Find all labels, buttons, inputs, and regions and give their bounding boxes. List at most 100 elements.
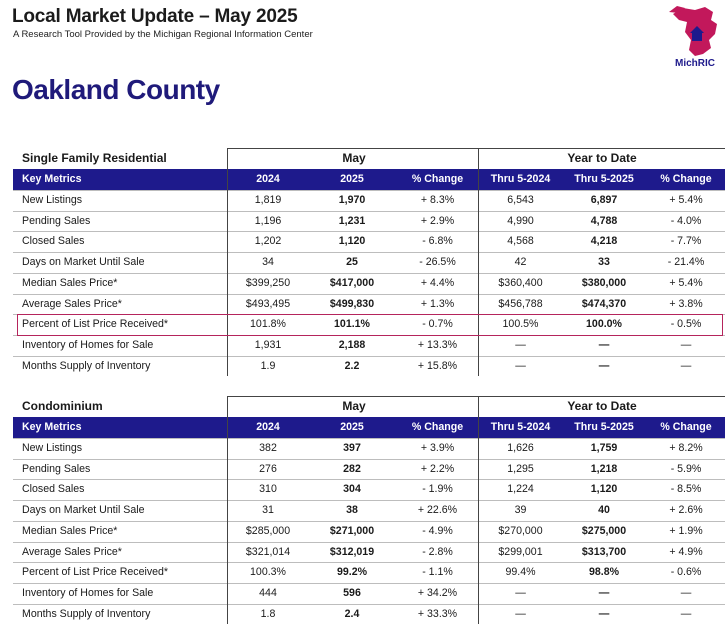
table-cell: $271,000	[329, 524, 375, 537]
table-cell: - 1.1%	[422, 566, 453, 579]
table-cell: Percent of List Price Received*	[22, 566, 169, 579]
column-header-row: Key Metrics 2024 2025 % Change Thru 5-2024 Th…	[13, 417, 725, 438]
header-divider	[228, 148, 725, 149]
row-divider	[13, 603, 725, 605]
table-cell: $380,000	[581, 276, 627, 289]
table-cell: - 8.5%	[670, 483, 702, 496]
table-cell: —	[515, 586, 526, 599]
table-cell: $399,250	[245, 276, 291, 289]
table-cell: + 2.2%	[420, 462, 455, 475]
table-cell: $417,000	[329, 276, 375, 289]
table-cell: $474,370	[581, 297, 627, 310]
table-row: Average Sales Price* $321,014 $312,019 - 2.…	[13, 542, 725, 563]
table-cell: Average Sales Price*	[22, 297, 122, 310]
table-cell: Closed Sales	[22, 235, 85, 248]
table-cell: 1,231	[338, 214, 366, 227]
table-cell: - 4.9%	[422, 524, 453, 537]
table-cell: —	[598, 359, 610, 372]
table-cell: 1,196	[254, 214, 282, 227]
row-divider	[13, 438, 725, 439]
table-cell: 4,218	[590, 235, 618, 248]
table-row: Closed Sales 310 304 - 1.9% 1,224 1,120 - 8.5%	[13, 479, 725, 500]
table-cell: 39	[514, 504, 527, 517]
table-cell: 1,218	[590, 462, 618, 475]
highlight-box	[17, 314, 723, 336]
table-row: Closed Sales 1,202 1,120 - 6.8% 4,568 4,218 - …	[13, 231, 725, 252]
table-cell: $456,788	[498, 297, 543, 310]
table-cell: 101.8%	[250, 318, 286, 331]
table-cell: + 3.9%	[420, 442, 455, 454]
table-cell: + 5.4%	[669, 276, 703, 289]
table-cell: $321,014	[245, 545, 291, 558]
table-row: Inventory of Homes for Sale 444 596 + 34.2%…	[13, 583, 725, 604]
table-cell: 2.2	[344, 359, 360, 372]
table-row: New Listings 1,819 1,970 + 8.3% 6,543 6,897 + …	[13, 190, 725, 211]
column-header: Key Metrics	[22, 421, 82, 433]
table-cell: + 1.9%	[669, 524, 703, 537]
table-cell: 1.8	[260, 607, 276, 620]
table-cell: 4,788	[590, 214, 618, 227]
column-header: 2025	[340, 173, 364, 185]
table-cell: 2,188	[338, 338, 366, 351]
table-cell: —	[598, 607, 610, 620]
table-cell: $299,001	[498, 545, 543, 558]
table-cell: 101.1%	[334, 318, 370, 331]
table-row: Average Sales Price* $493,495 $499,830 + 1.…	[13, 294, 725, 315]
table-cell: - 0.7%	[422, 318, 453, 331]
table-cell: 1,626	[507, 442, 534, 454]
table-cell: - 6.8%	[422, 235, 453, 248]
table-row: Pending Sales 1,196 1,231 + 2.9% 4,990 4,788 -…	[13, 211, 725, 232]
table-cell: 397	[343, 442, 361, 454]
table-cell: 304	[343, 483, 361, 496]
table-cell: —	[515, 607, 526, 620]
table-cell: 99.4%	[505, 566, 536, 579]
table-cell: 282	[343, 462, 361, 475]
table-cell: Pending Sales	[22, 462, 91, 475]
column-header: Thru 5-2024	[490, 173, 551, 185]
table-cell: Percent of List Price Received*	[22, 318, 169, 331]
table-cell: 2.4	[344, 607, 360, 620]
table-row: Percent of List Price Received* 101.8% 101…	[13, 314, 725, 335]
table-cell: - 26.5%	[419, 256, 456, 269]
column-header: 2024	[256, 173, 280, 185]
row-divider	[13, 210, 725, 212]
table-cell: 42	[514, 256, 527, 269]
row-divider	[13, 252, 725, 254]
table-cell: —	[515, 359, 526, 372]
table-cell: $493,495	[245, 297, 291, 310]
table-cell: Median Sales Price*	[22, 524, 118, 537]
table-cell: $275,000	[581, 524, 627, 537]
table-cell: Days on Market Until Sale	[22, 504, 145, 517]
table-cell: 1,819	[254, 194, 282, 206]
report-subtitle: A Research Tool Provided by the Michigan…	[13, 29, 313, 40]
row-divider	[13, 190, 725, 191]
table-cell: + 8.3%	[420, 194, 455, 206]
county-title: Oakland County	[12, 74, 220, 105]
table-cell: + 33.3%	[417, 607, 458, 620]
table-cell: 1,224	[507, 483, 534, 496]
table-row: Percent of List Price Received* 100.3% 99.…	[13, 562, 725, 583]
michric-logo: MichRIC	[669, 6, 717, 68]
table-row: Days on Market Until Sale 31 38 + 22.6% 39 40…	[13, 500, 725, 521]
column-divider	[227, 396, 228, 625]
table-cell: - 0.5%	[670, 318, 702, 331]
table-cell: $285,000	[245, 524, 291, 537]
table-cell: 382	[259, 442, 277, 454]
table-cell: + 3.8%	[669, 297, 703, 310]
table-row: Inventory of Homes for Sale 1,931 2,188 + 1…	[13, 335, 725, 356]
row-divider	[13, 541, 725, 543]
group-ytd: Year to Date	[567, 151, 637, 165]
table-cell: 33	[598, 256, 610, 269]
row-divider	[13, 479, 725, 481]
table-cell: 4,990	[507, 214, 534, 227]
table-cell: Months Supply of Inventory	[22, 607, 151, 620]
section-title: Condominium	[22, 399, 103, 413]
table-cell: —	[680, 338, 692, 351]
table-row: Months Supply of Inventory 1.8 2.4 + 33.3% —…	[13, 604, 725, 625]
table-cell: 276	[259, 462, 277, 475]
column-header: % Change	[660, 421, 712, 433]
section-header-row: Single Family Residential May Year to Date	[13, 148, 725, 169]
table-cell: 40	[598, 504, 610, 517]
logo-text: MichRIC	[675, 58, 715, 68]
table-cell: Inventory of Homes for Sale	[22, 338, 154, 351]
